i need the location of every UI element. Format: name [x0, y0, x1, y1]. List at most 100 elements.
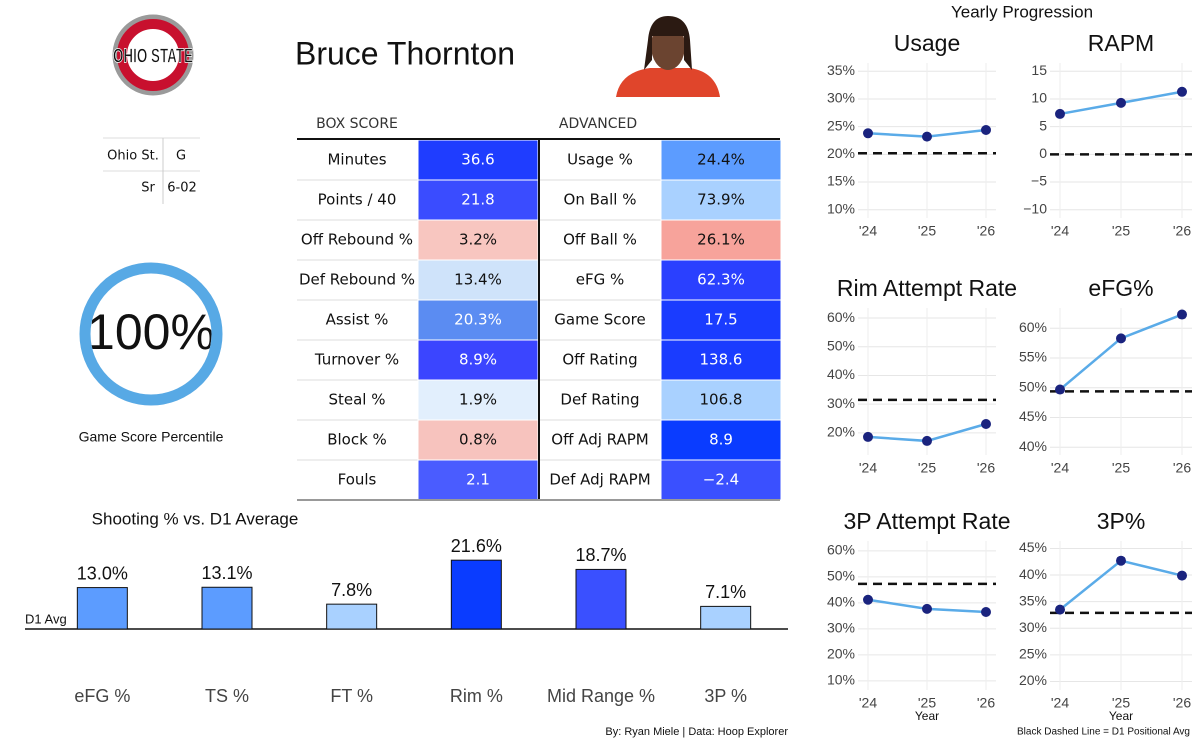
point	[1177, 86, 1187, 97]
bar	[700, 605, 752, 630]
x-tick-label: '26	[1173, 695, 1191, 711]
stat-name: Off Rebound %	[301, 231, 413, 249]
stat-value: 8.9	[709, 431, 733, 449]
x-tick-label: '24	[1051, 460, 1069, 476]
stat-name: Def Rebound %	[299, 271, 415, 289]
y-tick-label: 15	[1031, 62, 1047, 78]
value-label: 21.6%	[451, 536, 502, 556]
gauge-ring	[79, 262, 223, 406]
x-tick-label: TS %	[205, 686, 249, 706]
y-tick-label: 35%	[1019, 592, 1047, 608]
stat-name: Usage %	[567, 151, 633, 169]
y-tick-label: 30%	[827, 620, 855, 636]
stat-name: Def Adj RAPM	[549, 471, 650, 489]
point	[863, 594, 873, 605]
x-tick-label: Rim %	[450, 686, 503, 706]
y-tick-label: 45%	[1019, 408, 1047, 424]
value-label: 13.0%	[77, 563, 128, 583]
point	[922, 435, 932, 446]
bar	[201, 586, 253, 630]
point	[981, 606, 991, 617]
y-tick-label: 10%	[827, 200, 855, 216]
bar	[450, 559, 502, 630]
y-tick-label: 30%	[1019, 619, 1047, 635]
point	[1116, 333, 1126, 344]
y-tick-label: 50%	[827, 568, 855, 584]
x-tick-label: eFG %	[74, 686, 130, 706]
point	[1177, 309, 1187, 320]
y-tick-label: 10%	[827, 672, 855, 688]
value-cell	[417, 459, 539, 501]
point	[863, 431, 873, 442]
stat-name: Off Rating	[562, 351, 637, 369]
stat-value: 62.3%	[697, 271, 745, 289]
table-header: BOX SCORE	[316, 116, 398, 132]
y-tick-label: 10	[1031, 90, 1047, 106]
x-tick-label: '24	[1051, 695, 1069, 711]
stat-name: Turnover %	[314, 351, 399, 369]
y-tick-label: 40%	[827, 594, 855, 610]
info-table: Ohio St. G Sr 6-02	[103, 137, 200, 204]
reference-label: D1 Avg	[25, 611, 67, 626]
x-axis-label: Year	[915, 709, 939, 723]
x-tick-label: '26	[977, 223, 995, 239]
x-tick-label: '26	[1173, 223, 1191, 239]
x-tick-label: '26	[1173, 460, 1191, 476]
stat-value: 20.3%	[454, 311, 502, 329]
value-cell	[660, 219, 782, 261]
height: 6-02	[167, 181, 197, 196]
point	[922, 603, 932, 614]
x-tick-label: '25	[1112, 695, 1130, 711]
stat-value: −2.4	[703, 471, 739, 489]
chart-title: Shooting % vs. D1 Average	[92, 509, 299, 528]
y-tick-label: 20%	[827, 646, 855, 662]
x-tick-label: '24	[859, 460, 877, 476]
stat-name: Def Rating	[560, 391, 639, 409]
value-label: 18.7%	[575, 545, 626, 565]
x-axis-label: Year	[1109, 709, 1133, 723]
player-photo	[616, 16, 720, 97]
stat-value: 138.6	[700, 351, 743, 369]
value-cell	[417, 379, 539, 421]
stat-name: Game Score	[554, 311, 645, 329]
logo: OHIO STATE	[112, 14, 194, 96]
y-tick-label: 30%	[827, 90, 855, 106]
stat-name: Block %	[327, 431, 387, 449]
chart-title: Usage	[894, 30, 960, 56]
value-cell	[660, 339, 782, 381]
stat-name: Minutes	[327, 151, 386, 169]
x-tick-label: '24	[859, 223, 877, 239]
x-tick-label: '24	[859, 695, 877, 711]
point	[1055, 604, 1065, 615]
stat-name: On Ball %	[564, 191, 637, 209]
value-cell	[660, 419, 782, 461]
value-label: 13.1%	[201, 563, 252, 583]
x-tick-label: Mid Range %	[547, 686, 655, 706]
stat-name: eFG %	[576, 271, 625, 289]
x-tick-label: FT %	[330, 686, 373, 706]
y-tick-label: −5	[1031, 173, 1047, 189]
gauge-value: 100%	[87, 304, 215, 360]
y-tick-label: 60%	[1019, 319, 1047, 335]
point	[1116, 555, 1126, 566]
y-tick-label: 35%	[827, 62, 855, 78]
stat-name: Steal %	[328, 391, 385, 409]
y-tick-label: 20%	[1019, 672, 1047, 688]
y-tick-label: 30%	[827, 395, 855, 411]
y-tick-label: 5	[1039, 117, 1047, 133]
stat-value: 2.1	[466, 471, 490, 489]
y-tick-label: 40%	[1019, 566, 1047, 582]
value-label: 7.8%	[331, 580, 372, 600]
chart-title: 3P%	[1097, 508, 1146, 534]
point	[1116, 97, 1126, 108]
y-tick-label: 50%	[1019, 378, 1047, 394]
x-tick-label: 3P %	[704, 686, 747, 706]
table-header: ADVANCED	[559, 116, 637, 132]
chart-title: eFG%	[1088, 275, 1153, 301]
player-name: Bruce Thornton	[295, 35, 515, 71]
point	[981, 124, 991, 135]
x-tick-label: '25	[918, 460, 936, 476]
chart-title: RAPM	[1088, 30, 1154, 56]
y-tick-label: 40%	[827, 366, 855, 382]
stat-value: 3.2%	[459, 231, 497, 249]
